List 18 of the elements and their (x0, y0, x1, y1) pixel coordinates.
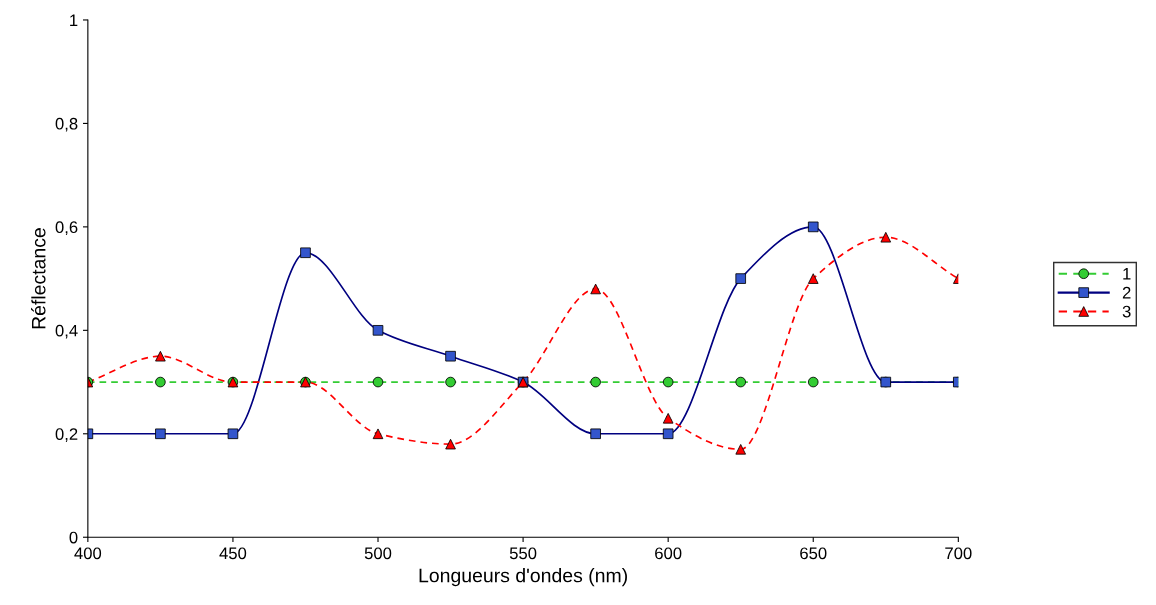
x-tick-label: 700 (945, 547, 972, 560)
x-tick-label: 450 (219, 547, 247, 560)
x-tick-label: 400 (74, 547, 102, 560)
y-axis-title: Réflectance (31, 228, 46, 329)
y-tick-label: 0,6 (55, 221, 78, 236)
y-tick-label: 0 (69, 531, 78, 544)
x-tick-label: 550 (509, 547, 537, 560)
y-tick-label: 0,2 (55, 428, 78, 442)
x-tick-label: 650 (800, 547, 827, 560)
y-tick-label: 0,8 (55, 117, 78, 132)
y-tick-label: 1 (70, 14, 78, 26)
legend-label: 2 (1122, 286, 1131, 299)
y-tick-label: 0,4 (55, 324, 78, 339)
legend-label: 3 (1122, 305, 1131, 318)
x-axis-title: Longueurs d'ondes (nm) (419, 568, 627, 587)
x-tick-label: 500 (364, 547, 392, 560)
legend-label: 1 (1123, 268, 1131, 280)
x-tick-label: 600 (655, 547, 682, 560)
